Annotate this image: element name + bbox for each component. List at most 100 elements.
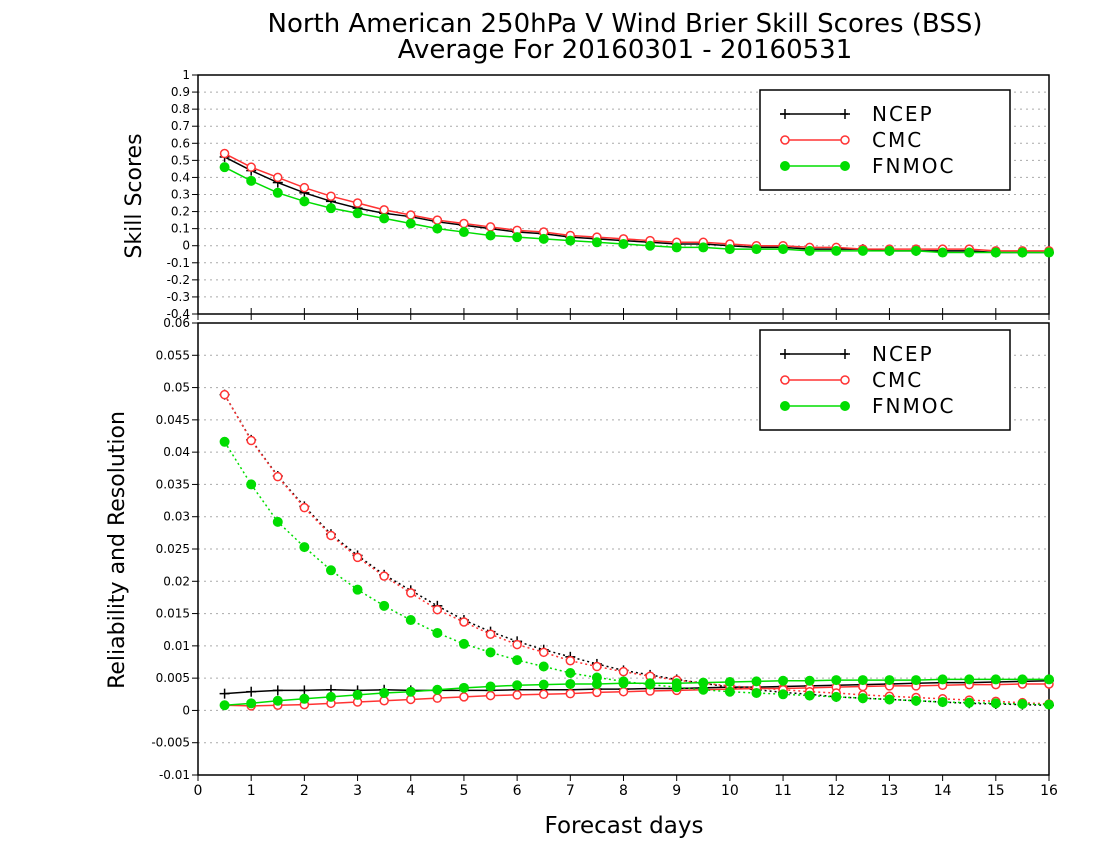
data-point: [299, 542, 310, 553]
y-axis-label-skill: Skill Scores: [122, 133, 147, 258]
y-tick-label: 0: [182, 239, 190, 253]
data-point: [352, 689, 363, 700]
legend-marker: [840, 135, 850, 145]
data-point: [804, 245, 815, 256]
data-point: [459, 617, 469, 627]
x-tick-label: 4: [406, 783, 415, 799]
data-point: [618, 676, 629, 687]
data-point: [911, 675, 922, 686]
data-point: [591, 237, 602, 248]
data-point: [458, 638, 469, 649]
data-point: [352, 584, 363, 595]
data-point: [645, 240, 656, 251]
x-tick-label: 16: [1040, 783, 1058, 799]
data-point: [326, 530, 336, 541]
data-point: [778, 675, 789, 686]
data-point: [857, 245, 868, 256]
data-point: [219, 436, 230, 447]
data-point: [724, 677, 735, 688]
data-point: [565, 688, 576, 699]
data-point: [990, 247, 1001, 258]
data-point: [405, 615, 416, 626]
series-fnmoc-resolution: [219, 436, 1054, 710]
series-ncep-resolution: [219, 389, 1054, 711]
data-point: [379, 687, 390, 698]
y-tick-label: 0: [182, 703, 190, 717]
data-point: [778, 689, 789, 700]
data-point: [538, 647, 549, 658]
series-cmc-reliability: [219, 679, 1054, 711]
x-tick-label: 12: [827, 783, 845, 799]
data-point: [512, 655, 523, 666]
x-tick-label: 8: [619, 783, 628, 799]
data-point: [459, 218, 469, 229]
y-tick-label: 0.9: [171, 85, 190, 99]
data-point: [406, 210, 416, 220]
data-point: [246, 686, 257, 697]
legend-item-fnmoc: FNMOC: [780, 154, 953, 178]
legend-marker: [780, 401, 790, 411]
y-tick-label: 0.06: [163, 316, 190, 330]
data-point: [937, 674, 948, 685]
data-point: [512, 680, 523, 691]
y-tick-label: 0.3: [171, 188, 190, 202]
legend-marker: [840, 401, 850, 411]
data-point: [432, 627, 443, 638]
data-point: [1017, 247, 1028, 258]
x-tick-label: 15: [987, 783, 1005, 799]
legend-marker: [780, 135, 790, 145]
data-point: [698, 242, 709, 253]
y-tick-label: -0.005: [151, 736, 190, 750]
data-point: [485, 629, 496, 639]
y-tick-label: 0.04: [163, 445, 190, 459]
legend-marker: [840, 109, 850, 119]
data-point: [379, 213, 390, 224]
x-tick-label: 5: [459, 783, 468, 799]
data-point: [485, 690, 496, 701]
data-point: [857, 675, 868, 686]
y-tick-label: 1: [182, 68, 190, 82]
y-tick-label: 0.02: [163, 574, 190, 588]
y-tick-label: 0.5: [171, 153, 190, 167]
y-tick-label: 0.01: [163, 639, 190, 653]
data-point: [299, 693, 310, 704]
data-point: [751, 244, 762, 255]
data-point: [565, 235, 576, 246]
legend-label: NCEP: [872, 102, 934, 126]
data-point: [911, 695, 922, 706]
data-point: [1044, 247, 1054, 258]
y-tick-label: 0.05: [163, 381, 190, 395]
data-point: [432, 604, 443, 615]
data-point: [485, 681, 496, 692]
data-point: [724, 686, 735, 697]
y-axis-label-reliability: Reliability and Resolution: [105, 411, 130, 689]
data-point: [964, 247, 975, 258]
data-point: [299, 685, 310, 696]
data-point: [326, 191, 336, 201]
data-point: [272, 187, 283, 198]
data-point: [512, 232, 523, 243]
data-point: [458, 682, 469, 693]
data-point: [432, 693, 443, 703]
data-point: [990, 698, 1001, 709]
y-tick-label: 0.2: [171, 205, 190, 219]
y-tick-label: 0.03: [163, 510, 190, 524]
data-point: [299, 182, 310, 193]
y-tick-label: 0.015: [156, 607, 190, 621]
series-line: [223, 394, 1050, 707]
y-tick-label: 0.045: [156, 413, 190, 427]
data-point: [618, 686, 629, 697]
x-axis-label: Forecast days: [545, 813, 704, 839]
data-point: [618, 239, 629, 250]
series-fnmoc: [219, 162, 1054, 258]
data-point: [272, 516, 283, 527]
data-point: [246, 175, 257, 186]
data-point: [937, 247, 948, 258]
data-point: [831, 675, 842, 686]
data-point: [804, 675, 815, 686]
x-tick-label: 11: [774, 783, 792, 799]
plot-frame: [197, 322, 1050, 776]
chart-title: North American 250hPa V Wind Brier Skill…: [268, 9, 983, 39]
data-point: [379, 205, 389, 215]
y-tick-label: 0.1: [171, 222, 190, 236]
